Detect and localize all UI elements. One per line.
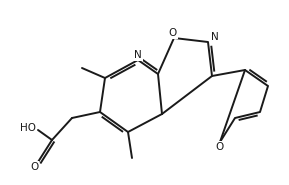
Text: N: N xyxy=(211,32,219,42)
Text: O: O xyxy=(216,142,224,152)
Text: O: O xyxy=(169,28,177,38)
Text: O: O xyxy=(30,162,38,172)
Text: HO: HO xyxy=(20,123,36,133)
Text: N: N xyxy=(134,50,142,60)
